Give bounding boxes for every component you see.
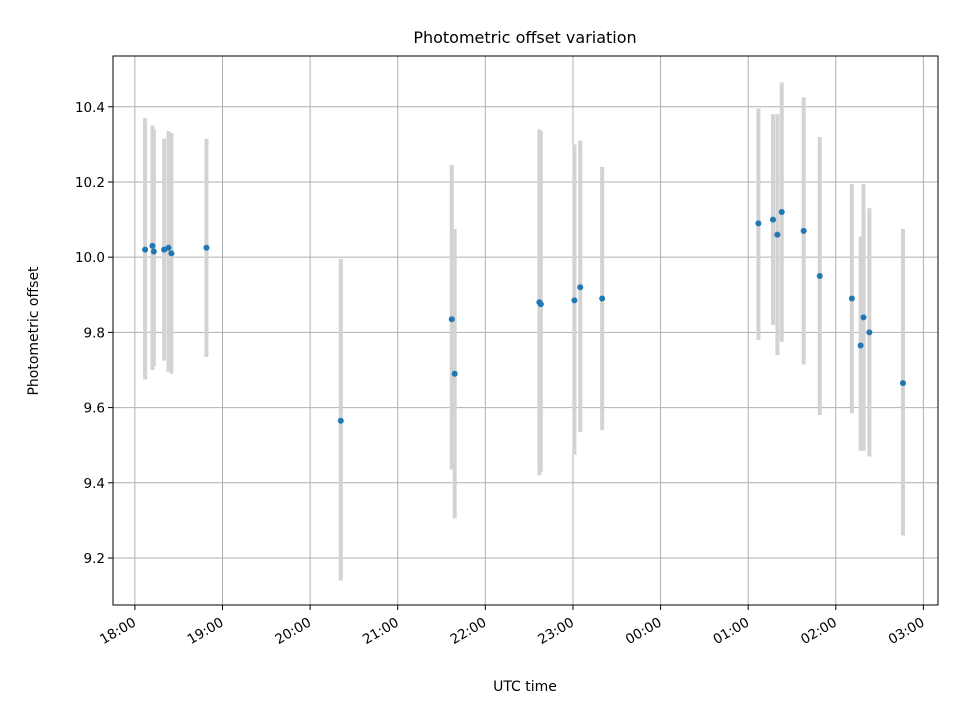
data-point: [816, 272, 823, 279]
chart-title: Photometric offset variation: [413, 28, 636, 47]
data-points: [142, 209, 906, 424]
x-axis-label: UTC time: [493, 679, 557, 695]
y-tick-label: 10.0: [75, 250, 105, 266]
plot-frame: [112, 55, 939, 606]
data-point: [165, 244, 172, 251]
data-point: [899, 380, 906, 387]
data-point: [778, 209, 785, 216]
data-point: [168, 250, 175, 257]
data-point: [774, 231, 781, 238]
y-axis-label: Photometric offset: [26, 266, 42, 396]
data-point: [800, 227, 807, 234]
grid: [113, 56, 938, 605]
data-point: [848, 295, 855, 302]
data-point: [537, 301, 544, 308]
data-point: [451, 370, 458, 377]
data-point: [577, 284, 584, 291]
data-point: [857, 342, 864, 349]
y-tick-label: 10.2: [75, 175, 105, 191]
y-tick-label: 9.2: [84, 551, 105, 567]
data-point: [599, 295, 606, 302]
data-point: [860, 314, 867, 321]
y-tick-label: 9.4: [84, 476, 105, 492]
data-point: [337, 417, 344, 424]
data-point: [142, 246, 149, 253]
data-point: [866, 329, 873, 336]
data-point: [149, 242, 156, 249]
y-axis: 9.2 9.4 9.6 9.8 10.0 10.2 10.4: [75, 100, 113, 567]
data-point: [571, 297, 578, 304]
data-point: [448, 316, 455, 323]
y-tick-label: 10.4: [75, 100, 105, 116]
data-point: [755, 220, 762, 227]
data-point: [150, 248, 157, 255]
data-point: [770, 216, 776, 223]
data-point: [203, 244, 210, 251]
y-tick-label: 9.6: [84, 401, 105, 417]
y-tick-label: 9.8: [84, 325, 105, 341]
